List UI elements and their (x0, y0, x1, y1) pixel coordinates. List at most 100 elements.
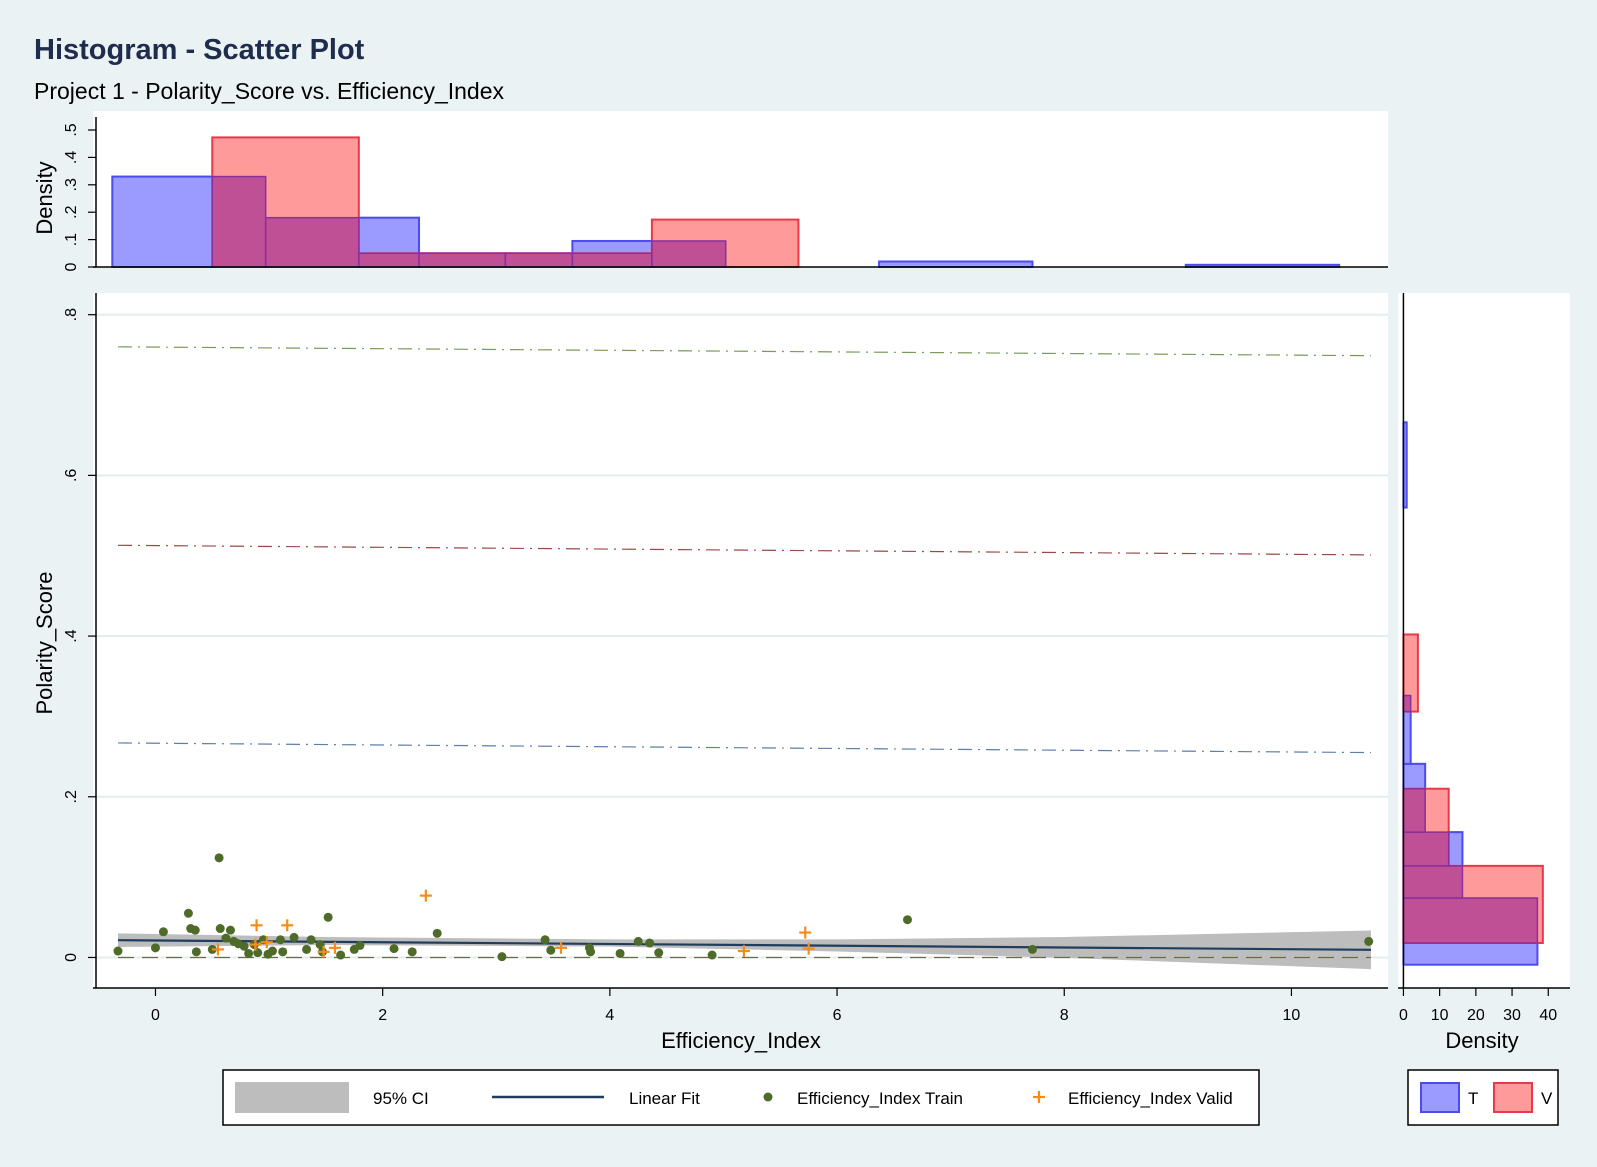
ci-band (117, 930, 1371, 970)
top-hist-y-tick-label: .1 (63, 233, 80, 246)
top-histogram: 0 .1 .2 .3 .4 .5 (63, 117, 1388, 271)
top-hist-y-tick-label: .2 (63, 205, 80, 218)
train-point (183, 908, 193, 918)
legend-valid-marker (1033, 1091, 1045, 1103)
top-hist-overlap (418, 252, 507, 268)
reference-line (117, 346, 1371, 357)
train-point (190, 925, 200, 935)
main-legend: 95% CI Linear Fit Efficiency_Index Train… (222, 1069, 1260, 1126)
train-point (707, 950, 717, 960)
train-point (191, 947, 201, 957)
x-tick-label: 10 (1283, 1007, 1301, 1024)
valid-point (737, 945, 750, 958)
valid-point (419, 889, 432, 902)
legend-ci-label: 95% CI (373, 1089, 429, 1108)
y-tick-label: .6 (63, 469, 80, 482)
right-hist-x-tick-label: 40 (1539, 1007, 1557, 1024)
train-point (654, 948, 664, 958)
valid-point (211, 943, 224, 956)
valid-point (249, 938, 262, 951)
x-tick-label: 2 (378, 1007, 387, 1024)
train-point (586, 947, 596, 957)
train-point (407, 947, 417, 957)
reference-line (117, 544, 1371, 556)
hist-legend: T V (1407, 1069, 1559, 1126)
linear-fit-line (117, 939, 1371, 951)
top-hist-overlap (358, 252, 420, 268)
top-hist-y-tick-label: 0 (63, 262, 80, 271)
train-point (1364, 936, 1374, 946)
top-hist-y-tick-label: .4 (63, 151, 80, 164)
x-tick-label: 6 (833, 1007, 842, 1024)
train-point (315, 940, 325, 950)
top-hist-y-label: Density (32, 161, 57, 234)
train-point (1027, 944, 1037, 954)
chart-subtitle: Project 1 - Polarity_Score vs. Efficienc… (34, 78, 505, 104)
train-point (902, 915, 912, 925)
valid-point (317, 945, 330, 958)
legend-T-swatch (1420, 1082, 1460, 1113)
y-tick-label: 0 (63, 953, 80, 962)
train-point (150, 943, 160, 953)
legend-V-swatch (1493, 1082, 1533, 1113)
train-point (244, 948, 254, 958)
right-hist-overlap (1402, 694, 1412, 713)
y-tick-label: .8 (63, 308, 80, 321)
train-point (302, 944, 312, 954)
train-point (275, 935, 285, 945)
top-hist-overlap (264, 216, 360, 268)
right-hist-x-tick-label: 30 (1503, 1007, 1521, 1024)
legend-valid-label: Efficiency_Index Valid (1068, 1089, 1233, 1108)
y-tick-label: .2 (63, 790, 80, 803)
right-hist-x-tick-label: 0 (1399, 1007, 1408, 1024)
main-legend-box (222, 1069, 1260, 1126)
top-hist-overlap (571, 252, 653, 268)
train-point (239, 941, 249, 951)
right-hist-overlap (1402, 865, 1464, 899)
legend-train-marker (763, 1092, 773, 1102)
right-hist-overlap (1402, 897, 1539, 944)
train-point (432, 928, 442, 938)
legend-T-label: T (1468, 1089, 1478, 1108)
train-point (306, 935, 316, 945)
legend-ci-swatch (235, 1082, 349, 1113)
top-hist-y-tick-label: .5 (63, 123, 80, 136)
train-point (158, 927, 168, 937)
train-point (336, 950, 346, 960)
legend-fit-label: Linear Fit (629, 1089, 700, 1108)
top-hist-overlap (651, 240, 727, 268)
top-hist-overlap (504, 252, 574, 268)
y-axis-label: Polarity_Score (32, 571, 57, 714)
x-tick-label: 4 (605, 1007, 614, 1024)
reference-line (117, 742, 1371, 754)
x-tick-label: 8 (1060, 1007, 1069, 1024)
top-hist-bar-T (878, 260, 1034, 268)
right-hist-x-label: Density (1445, 1028, 1518, 1053)
valid-point (328, 941, 341, 954)
train-point (221, 933, 231, 943)
valid-point (802, 942, 815, 955)
train-point (645, 938, 655, 948)
right-hist-x-tick-label: 10 (1431, 1007, 1449, 1024)
y-tick-label: .4 (63, 629, 80, 642)
valid-point (555, 941, 568, 954)
chart-title: Histogram - Scatter Plot (34, 34, 365, 66)
top-hist-overlap (211, 175, 267, 268)
legend-train-label: Efficiency_Index Train (797, 1089, 963, 1108)
train-point (225, 925, 235, 935)
right-hist-overlap (1402, 831, 1450, 867)
valid-point (799, 926, 812, 939)
x-tick-label: 0 (151, 1007, 160, 1024)
top-hist-y-tick-label: .3 (63, 178, 80, 191)
right-hist-overlap (1402, 787, 1426, 833)
train-point (615, 948, 625, 958)
train-point (278, 947, 288, 957)
right-hist-x-tick-label: 20 (1467, 1007, 1485, 1024)
train-point (497, 952, 507, 962)
train-point (633, 936, 643, 946)
train-point (113, 946, 123, 956)
x-axis-label: Efficiency_Index (661, 1028, 821, 1053)
legend-V-label: V (1541, 1089, 1553, 1108)
